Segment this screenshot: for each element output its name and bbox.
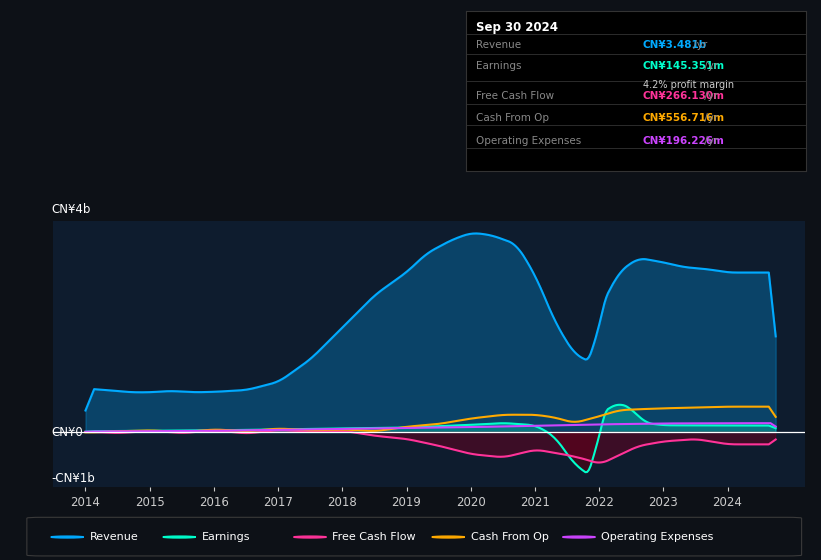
Text: 4.2% profit margin: 4.2% profit margin: [643, 80, 734, 90]
Circle shape: [51, 536, 84, 538]
Text: Free Cash Flow: Free Cash Flow: [475, 91, 554, 101]
Text: /yr: /yr: [701, 136, 718, 146]
Text: Cash From Op: Cash From Op: [470, 532, 548, 542]
Text: Sep 30 2024: Sep 30 2024: [475, 21, 557, 34]
Text: Operating Expenses: Operating Expenses: [475, 136, 581, 146]
Text: Cash From Op: Cash From Op: [475, 113, 548, 123]
Circle shape: [562, 536, 595, 538]
FancyBboxPatch shape: [27, 517, 801, 556]
Text: CN¥0: CN¥0: [51, 426, 83, 438]
Text: Free Cash Flow: Free Cash Flow: [333, 532, 416, 542]
Text: CN¥4b: CN¥4b: [51, 203, 90, 216]
Text: CN¥145.351m: CN¥145.351m: [643, 60, 725, 71]
Text: /yr: /yr: [701, 113, 718, 123]
Text: CN¥266.130m: CN¥266.130m: [643, 91, 725, 101]
Text: Revenue: Revenue: [475, 40, 521, 50]
Text: /yr: /yr: [701, 91, 718, 101]
Text: Earnings: Earnings: [202, 532, 250, 542]
Text: CN¥196.226m: CN¥196.226m: [643, 136, 725, 146]
Circle shape: [294, 536, 327, 538]
Text: /yr: /yr: [701, 60, 718, 71]
Text: -CN¥1b: -CN¥1b: [51, 472, 94, 484]
Text: Earnings: Earnings: [475, 60, 521, 71]
Text: Revenue: Revenue: [89, 532, 139, 542]
Circle shape: [163, 536, 195, 538]
Text: /yr: /yr: [690, 40, 708, 50]
Circle shape: [432, 536, 465, 538]
Text: Operating Expenses: Operating Expenses: [602, 532, 713, 542]
Text: CN¥3.481b: CN¥3.481b: [643, 40, 707, 50]
Text: CN¥556.716m: CN¥556.716m: [643, 113, 725, 123]
